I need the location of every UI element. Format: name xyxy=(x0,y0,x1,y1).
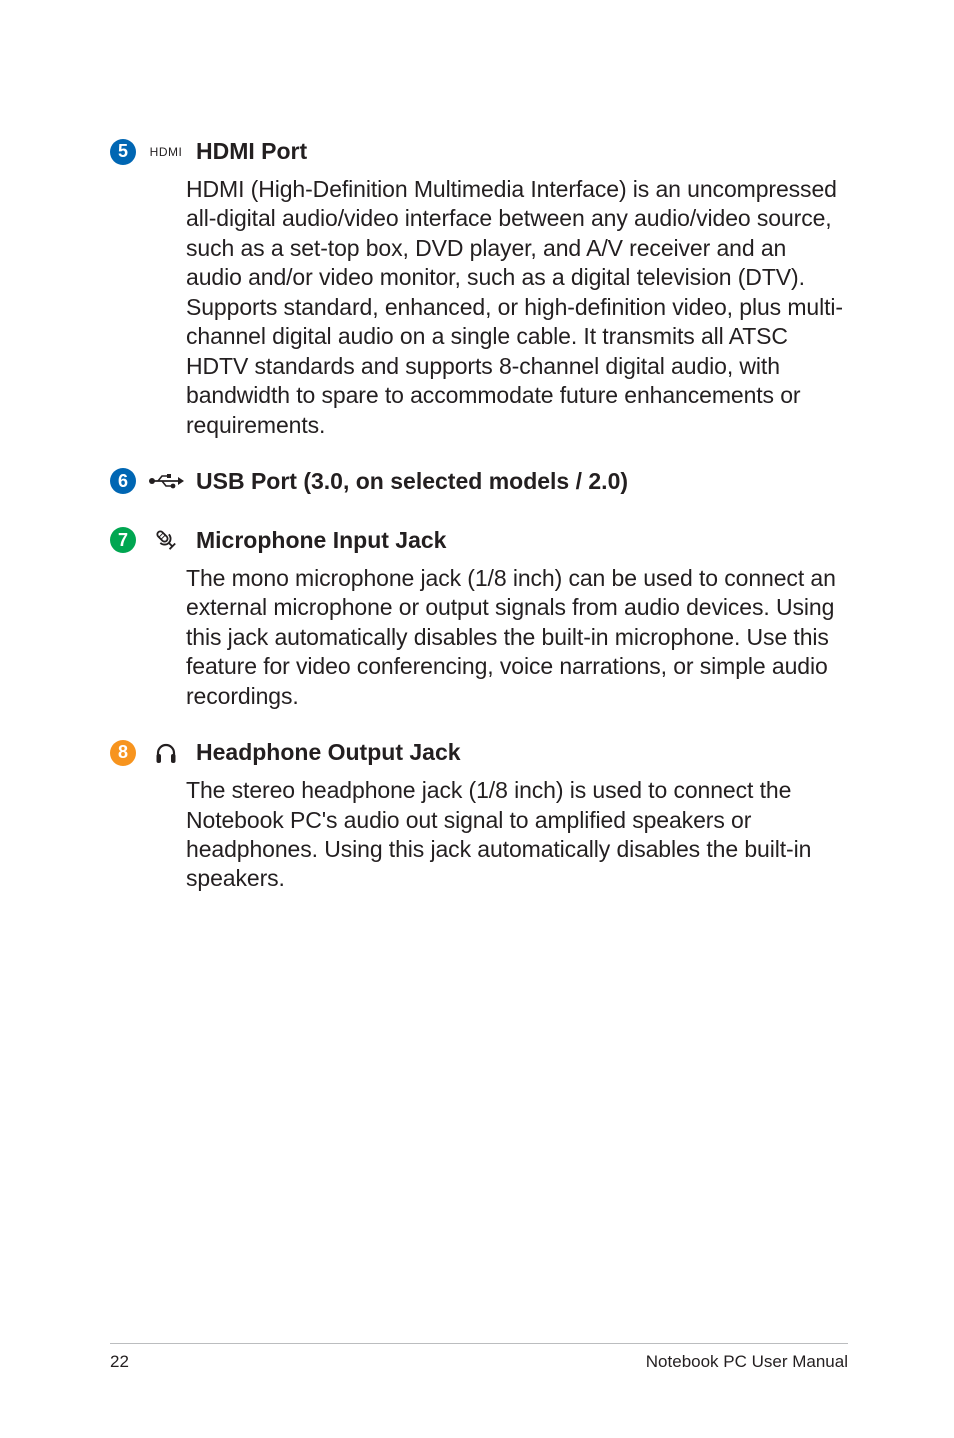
page-number: 22 xyxy=(110,1352,129,1372)
section-title: Microphone Input Jack xyxy=(196,527,446,554)
usb-icon xyxy=(146,472,186,490)
section-head: 8 Headphone Output Jack xyxy=(110,739,848,766)
page-content: 5 HDMI HDMI Port HDMI (High-Definition M… xyxy=(0,0,954,894)
headphone-icon xyxy=(146,740,186,766)
microphone-icon xyxy=(146,527,186,553)
section-usb: 6 USB Port (3.0, on selected models / 2.… xyxy=(110,468,848,495)
section-body: HDMI (High-Definition Multimedia Interfa… xyxy=(186,175,848,440)
section-head: 5 HDMI HDMI Port xyxy=(110,138,848,165)
badge-7: 7 xyxy=(110,527,136,553)
doc-title: Notebook PC User Manual xyxy=(646,1352,848,1372)
badge-6: 6 xyxy=(110,468,136,494)
section-title: USB Port (3.0, on selected models / 2.0) xyxy=(196,468,628,495)
hdmi-icon-label: HDMI xyxy=(150,145,183,159)
section-headphone: 8 Headphone Output Jack The stereo headp… xyxy=(110,739,848,894)
section-body: The stereo headphone jack (1/8 inch) is … xyxy=(186,776,848,894)
section-head: 6 USB Port (3.0, on selected models / 2.… xyxy=(110,468,848,495)
section-title: Headphone Output Jack xyxy=(196,739,461,766)
page-footer: 22 Notebook PC User Manual xyxy=(110,1343,848,1372)
section-mic: 7 Microphone Input Jack The mono microph… xyxy=(110,527,848,711)
badge-8: 8 xyxy=(110,740,136,766)
section-body: The mono microphone jack (1/8 inch) can … xyxy=(186,564,848,711)
section-head: 7 Microphone Input Jack xyxy=(110,527,848,554)
hdmi-icon: HDMI xyxy=(146,145,186,159)
section-title: HDMI Port xyxy=(196,138,307,165)
badge-5: 5 xyxy=(110,139,136,165)
section-hdmi: 5 HDMI HDMI Port HDMI (High-Definition M… xyxy=(110,138,848,440)
